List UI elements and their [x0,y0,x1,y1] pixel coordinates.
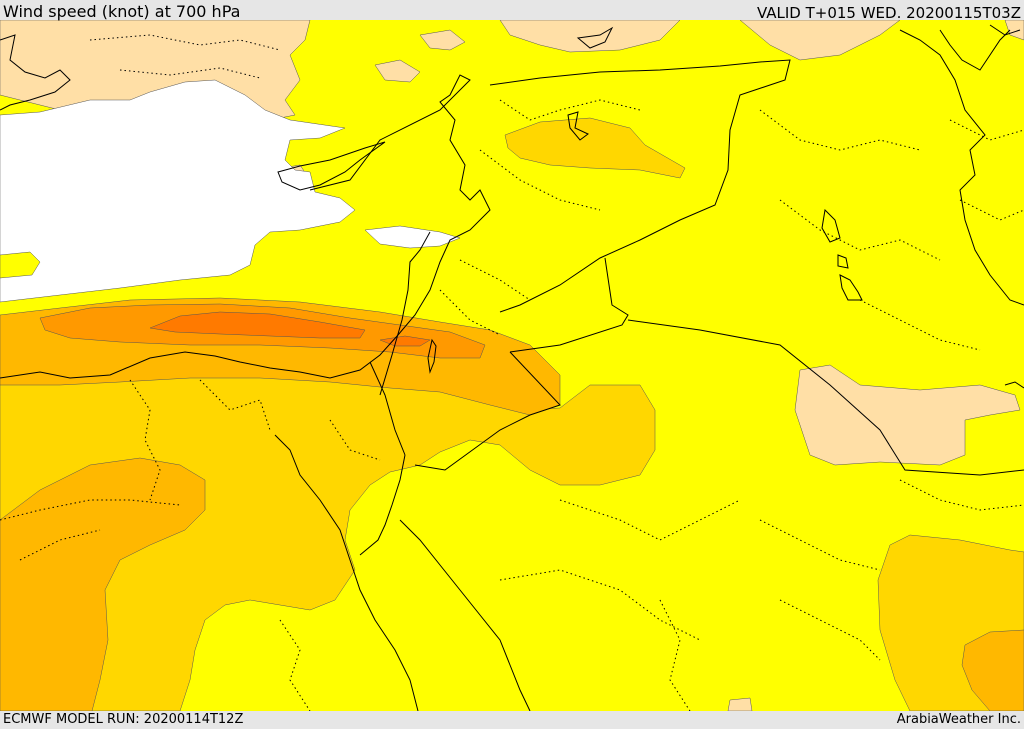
wind-speed-map [0,20,1024,711]
yellow-coast-strip [0,251,41,279]
coast-levant [0,74,491,379]
dotted-iraq-1 [759,109,921,151]
dark-orange-zone-core [149,311,366,339]
dotted-jordan-1 [459,259,531,301]
dotted-syria-1 [499,99,641,121]
coast-sinai [274,434,419,711]
low-wind-zone-gulf [727,697,753,711]
low-wind-zone-east-edge [1004,20,1024,41]
border-saudi-jordan-south [414,351,561,471]
lake-tigris-3 [837,254,849,269]
coast-turkey [0,34,71,111]
low-wind-zone-small [374,59,421,83]
border-iraq-saudi [627,319,1024,476]
amber-zone-southwest [0,457,206,711]
coast-caspian [939,29,1011,71]
coast-cyprus [277,141,386,191]
dotted-sinai-1 [329,419,381,461]
gold-zone-syria [504,117,686,179]
amber-zone-southeast [961,629,1024,711]
map-title: Wind speed (knot) at 700 hPa [3,2,241,21]
lake-syria [567,111,589,141]
dotted-iraq-2 [779,199,941,261]
coast-aqaba [359,454,406,556]
dark-orange-zone-small [379,335,431,347]
coast-redsea [399,519,531,711]
border-levant-inner [379,231,431,396]
mediterranean-sea [0,79,356,303]
dotted-egypt-5 [279,619,311,711]
header-bar [0,0,1024,20]
border-iran [899,29,1024,306]
low-wind-zone-northeast [739,20,901,61]
coastlines [0,24,1024,711]
lake-tigris-2 [839,274,863,301]
low-wind-zone-caspian-west [419,29,466,51]
dotted-levant-1 [439,289,501,336]
dotted-iran-1 [949,119,1024,141]
credit-label: ArabiaWeather Inc. [896,712,1021,727]
lake-dead-sea [427,338,437,374]
footer-bar [0,711,1024,729]
sea-pocket [364,225,461,249]
coast-caspian-right [989,24,1021,36]
valid-time: VALID T+015 WED. 20200115T03Z [756,4,1021,22]
dotted-saudi-2 [499,569,701,641]
dotted-egypt-3 [0,499,181,521]
dotted-gulf-1 [899,479,1024,511]
coast-gulf [1004,381,1024,389]
map-canvas [0,20,1024,711]
border-egypt-israel [369,361,406,456]
dotted-saudi-1 [559,499,741,541]
border-jordan-saudi [509,257,629,353]
border-iraq-syria [489,59,791,313]
dotted-syria-2 [479,149,601,211]
lake-caucasus [576,26,614,49]
dotted-saudi-5 [779,599,881,661]
dotted-iran-2 [959,199,1024,221]
low-wind-zone-iraq [794,364,1021,466]
lake-tigris-1 [821,208,841,243]
internal-boundaries [0,34,1024,711]
model-run-label: ECMWF MODEL RUN: 20200114T12Z [3,712,244,727]
dotted-egypt-4 [19,529,101,561]
dotted-saudi-3 [659,599,691,711]
